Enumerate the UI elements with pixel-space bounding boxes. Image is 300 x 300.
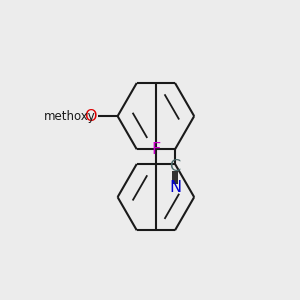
Text: methoxy: methoxy <box>44 110 95 123</box>
Text: O: O <box>85 109 97 124</box>
Text: N: N <box>169 180 181 195</box>
Text: C: C <box>169 160 181 175</box>
Text: F: F <box>151 142 160 157</box>
